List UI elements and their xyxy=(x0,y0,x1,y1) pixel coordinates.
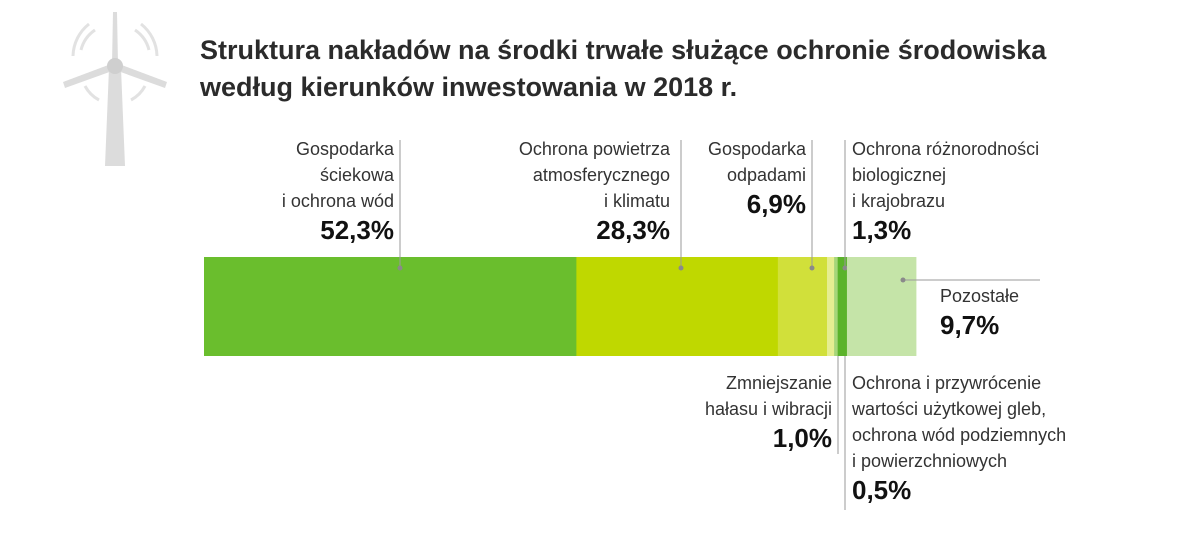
bar-segment-pozostałe xyxy=(846,257,917,356)
segment-name: Pozostałe xyxy=(940,286,1020,306)
segment-value: 1,3% xyxy=(852,215,912,245)
segment-label-gospodarka: Gospodarka odpadami 6,9% xyxy=(670,136,806,220)
segment-label-ochrona-różnorodności: Ochrona różnorodności biologicznej i kra… xyxy=(852,136,1132,246)
segment-value: 6,9% xyxy=(746,189,806,219)
segment-name: Ochrona powietrza atmosferycznego i klim… xyxy=(518,139,670,211)
leader-line-ochrona-różnorodności xyxy=(842,140,848,271)
segment-name: Ochrona i przywrócenie wartości użytkowe… xyxy=(852,373,1067,471)
segment-label-gospodarka: Gospodarka ściekowa i ochrona wód 52,3% xyxy=(200,136,394,246)
leader-line-pozostałe xyxy=(900,277,1040,283)
bar-segment-gospodarka xyxy=(204,257,577,356)
segment-name: Zmniejszanie hałasu i wibracji xyxy=(704,373,832,419)
bar-segment-zmniejszanie xyxy=(827,257,835,356)
bar-segment-ochrona-powietrza xyxy=(576,257,779,356)
segment-value: 0,5% xyxy=(852,475,912,505)
chart-title-line-2: według kierunków inwestowania w 2018 r. xyxy=(200,72,738,102)
segment-name: Gospodarka ściekowa i ochrona wód xyxy=(281,139,394,211)
chart-title-line-1: Struktura nakładów na środki trwałe służ… xyxy=(200,35,1047,65)
segment-value: 1,0% xyxy=(772,423,832,453)
leader-line-zmniejszanie xyxy=(835,343,841,454)
leader-line-ochrona-i-przywrócenie xyxy=(842,343,848,510)
segment-value: 52,3% xyxy=(320,215,394,245)
segment-label-zmniejszanie: Zmniejszanie hałasu i wibracji 1,0% xyxy=(626,370,832,454)
segment-name: Gospodarka odpadami xyxy=(707,139,806,185)
segment-name: Ochrona różnorodności biologicznej i kra… xyxy=(852,139,1040,211)
leader-line-ochrona-powietrza xyxy=(678,140,684,271)
segment-value: 9,7% xyxy=(940,310,1000,340)
segment-label-ochrona-powietrza: Ochrona powietrza atmosferycznego i klim… xyxy=(470,136,670,246)
chart-title: Struktura nakładów na środki trwałe służ… xyxy=(200,32,1046,106)
wind-turbine-icon xyxy=(63,12,167,166)
segment-value: 28,3% xyxy=(596,215,670,245)
bar-segment-ochrona-i-przywrócenie xyxy=(834,257,839,356)
segment-label-ochrona-i-przywrócenie: Ochrona i przywrócenie wartości użytkowe… xyxy=(852,370,1142,506)
leader-line-gospodarka xyxy=(809,140,815,271)
bar-segment-ochrona-różnorodności xyxy=(837,257,848,356)
leader-line-gospodarka xyxy=(397,140,403,271)
bar-segment-gospodarka xyxy=(777,257,828,356)
segment-label-pozostałe: Pozostałe 9,7% xyxy=(940,283,1100,341)
